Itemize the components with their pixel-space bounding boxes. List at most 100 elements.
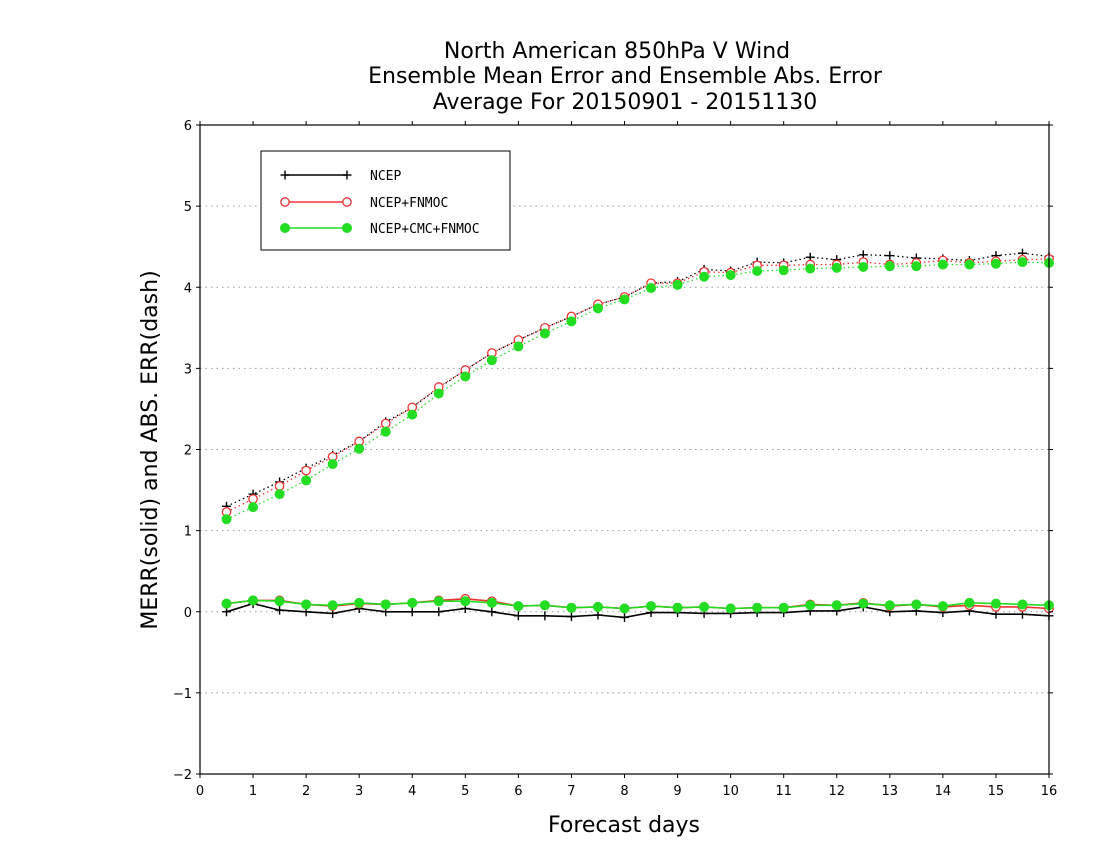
merr-point [593, 610, 603, 620]
merr-point [275, 605, 285, 615]
merr-point [831, 600, 842, 611]
y-tick-label: 2 [184, 444, 192, 459]
x-tick-label: 6 [514, 784, 522, 799]
abs-err-point [699, 271, 710, 282]
abs-err-point [248, 502, 259, 513]
x-tick-label: 3 [355, 784, 363, 799]
merr-point [964, 597, 975, 608]
y-tick-label: 4 [184, 281, 192, 296]
abs-err-point [964, 259, 975, 270]
abs-err-point [911, 261, 922, 272]
merr-point [699, 601, 710, 612]
legend-marker [342, 170, 352, 180]
abs-err-point [354, 443, 365, 454]
merr-point [513, 601, 524, 612]
x-tick-label: 1 [249, 784, 257, 799]
merr-point [274, 596, 285, 607]
abs-err-line [226, 258, 1050, 513]
abs-err-point [831, 262, 842, 273]
series-ncep-cmc-fnmoc [221, 257, 1054, 614]
x-tick-label: 15 [988, 784, 1005, 799]
legend: NCEP NCEP+FNMOC NCEP+CMC+FNMOC [260, 150, 511, 251]
x-tick-label: 5 [461, 784, 469, 799]
x-tick-label: 11 [775, 784, 792, 799]
merr-point [301, 599, 312, 610]
merr-point [566, 602, 577, 613]
series-ncep-fnmoc [221, 254, 1054, 614]
abs-err-point [301, 465, 311, 476]
merr-point [592, 601, 603, 612]
title-line-1: North American 850hPa V Wind [444, 39, 790, 64]
x-tick-label: 14 [935, 784, 952, 799]
title-line-3: Average For 20150901 - 20151130 [433, 90, 818, 115]
x-tick-label: 8 [620, 784, 628, 799]
abs-err-point [221, 514, 232, 525]
y-tick-label: 5 [184, 200, 192, 215]
abs-err-point [380, 418, 391, 429]
y-tick-label: 0 [184, 606, 192, 621]
abs-err-point [274, 489, 285, 500]
y-tick-label: −2 [173, 768, 192, 783]
merr-point [566, 612, 576, 622]
y-tick-label: 3 [184, 362, 192, 377]
abs-err-point [778, 265, 789, 276]
abs-err-point [990, 258, 1001, 269]
x-tick-label: 2 [302, 784, 310, 799]
abs-err-point [725, 270, 736, 281]
merr-point [884, 600, 895, 611]
title-line-2: Ensemble Mean Error and Ensemble Abs. Er… [368, 64, 883, 89]
y-tick-label: 6 [184, 119, 192, 134]
abs-err-point [646, 283, 657, 294]
merr-point [407, 597, 418, 608]
y-tick-label: 1 [184, 525, 192, 540]
merr-point [221, 598, 232, 609]
y-axis-ticks: −2 −1 0 1 2 3 4 5 6 [173, 119, 1053, 783]
merr-point [487, 607, 497, 617]
abs-err-point [885, 251, 895, 261]
abs-err-point [752, 266, 763, 277]
merr-point [513, 611, 523, 621]
merr-point [407, 607, 417, 617]
merr-point [620, 612, 629, 622]
x-tick-label: 7 [567, 784, 575, 799]
abs-err-point [486, 355, 497, 366]
merr-point [434, 607, 444, 617]
legend-marker [280, 197, 290, 207]
legend-marker [280, 223, 290, 233]
abs-err-point [566, 316, 577, 327]
merr-point [990, 598, 1001, 609]
merr-point [222, 607, 232, 617]
y-axis-label: MERR(solid) and ABS. ERR(dash) [138, 270, 163, 629]
abs-err-point [513, 341, 524, 352]
legend-label: NCEP [370, 169, 401, 184]
abs-err-line [226, 261, 1050, 520]
x-tick-label: 12 [828, 784, 845, 799]
merr-point [646, 601, 657, 612]
x-tick-label: 9 [673, 784, 681, 799]
merr-point [248, 595, 259, 606]
legend-marker [342, 223, 352, 233]
merr-point [619, 603, 630, 614]
x-tick-label: 0 [196, 784, 204, 799]
legend-box [260, 150, 511, 251]
abs-err-point [248, 494, 258, 504]
merr-point [433, 596, 444, 607]
abs-err-point [407, 409, 418, 420]
abs-err-point [672, 279, 683, 290]
abs-err-point [301, 475, 312, 486]
abs-err-point [805, 263, 816, 274]
merr-point [805, 600, 816, 611]
y-tick-label: −1 [173, 687, 192, 702]
x-tick-label: 16 [1041, 784, 1058, 799]
merr-point [486, 597, 497, 608]
merr-point [539, 600, 550, 611]
abs-err-point [274, 481, 285, 491]
merr-point [672, 602, 683, 613]
merr-point [937, 601, 948, 612]
legend-label: NCEP+CMC+FNMOC [370, 222, 480, 237]
abs-err-point [460, 371, 471, 382]
abs-err-point [592, 303, 603, 314]
abs-err-point [1017, 257, 1028, 268]
series-group [221, 248, 1054, 622]
